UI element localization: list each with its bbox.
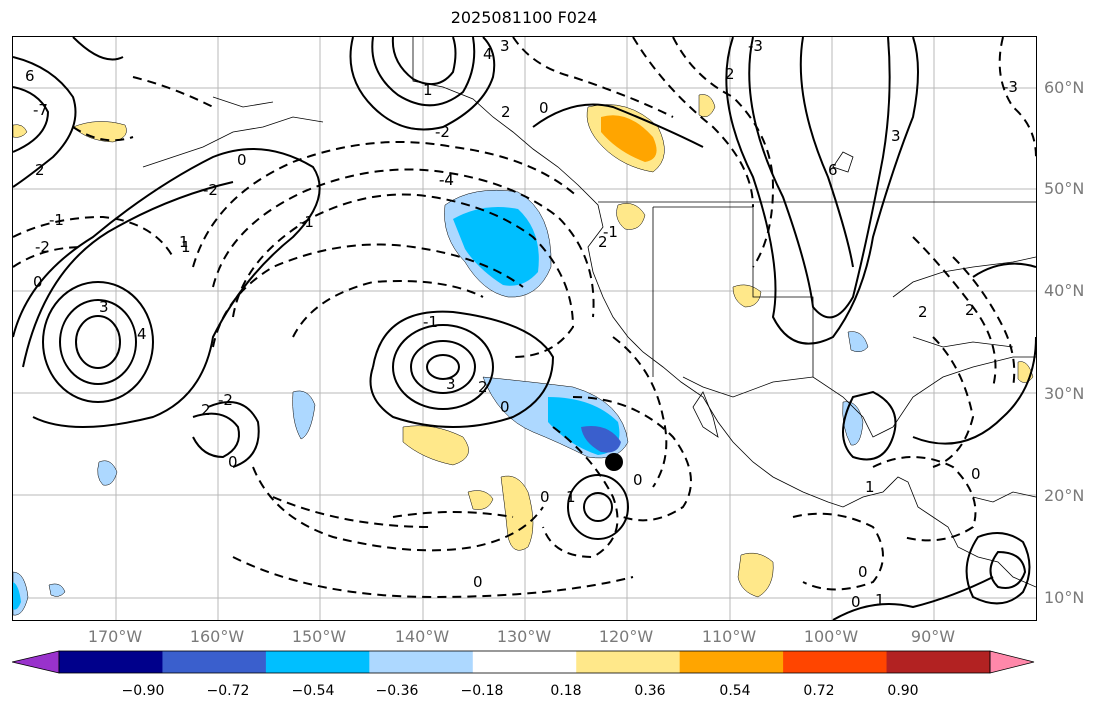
contour-label: -1: [603, 223, 618, 241]
contour-label: 0: [237, 151, 247, 169]
contour-label: 1: [566, 488, 576, 506]
storm-center-marker: [605, 453, 623, 471]
contour-label: 0: [858, 563, 868, 581]
colorbar-segment: [265, 651, 370, 673]
contour-label: -3: [748, 37, 763, 55]
colorbar-tick-label: −0.72: [206, 683, 250, 699]
contour-label: -4: [439, 171, 454, 189]
contour-label: 1: [865, 478, 875, 496]
contour-label: -2: [203, 181, 218, 199]
colorbar-segment: [369, 651, 474, 673]
contour-label: 0: [851, 593, 861, 611]
colorbar-extend-high: [989, 650, 1035, 674]
colorbar-tick-label: 0.36: [634, 683, 666, 699]
contour-label: 3: [500, 37, 510, 55]
lat-label: 60°N: [1044, 78, 1085, 97]
colorbar-extend-low: [12, 650, 60, 674]
colorbar-segment: [783, 651, 888, 673]
contour-label: 2: [598, 233, 608, 251]
map-title: 2025081100 F024: [450, 8, 598, 27]
lat-label: 40°N: [1044, 281, 1085, 300]
contour-label: 1: [181, 238, 191, 256]
lon-label: 90°W: [910, 627, 956, 646]
contour-label: 6: [828, 161, 838, 179]
contour-label: 2: [725, 65, 735, 83]
lat-label: 30°N: [1044, 384, 1085, 403]
colorbar-border: [58, 650, 991, 674]
shaded-anomalies: [13, 94, 1034, 616]
colorbar-segment: [886, 651, 991, 673]
colorbar-tick-label: −0.90: [121, 683, 165, 699]
lon-label: 130°W: [496, 627, 552, 646]
lat-label: 20°N: [1044, 486, 1085, 505]
contour-label: 0: [228, 453, 238, 471]
colorbar-segment: [679, 651, 784, 673]
contour-label: 1: [423, 81, 433, 99]
colorbar-tick-label: 0.18: [550, 683, 582, 699]
contour-label: 4: [137, 325, 147, 343]
lon-label: 140°W: [394, 627, 450, 646]
contour-label: -1: [423, 313, 438, 331]
colorbar-tick-label: 0.54: [719, 683, 751, 699]
contour-label: 2: [201, 401, 211, 419]
contour-label: 0: [971, 465, 981, 483]
colorbar: [12, 650, 1035, 674]
contour-label: -7: [33, 101, 48, 119]
lon-label: 120°W: [598, 627, 654, 646]
coastlines: [142, 37, 1036, 588]
lon-label: 110°W: [701, 627, 757, 646]
contour-label: 2: [965, 301, 975, 319]
contour-label: 0: [539, 99, 549, 117]
contour-label: -2: [435, 123, 450, 141]
contour-label: 3: [891, 127, 901, 145]
dashed-contours: [13, 37, 1036, 599]
colorbar-tick-label: 0.72: [803, 683, 835, 699]
contour-labels: 4 3 2 1 0 -1 -2 -3 -4 6 3 2 1 0 2 3 4 -1…: [25, 37, 1018, 611]
colorbar-tick-label: −0.54: [291, 683, 335, 699]
contour-label: -1: [299, 213, 314, 231]
colorbar-segment: [59, 651, 163, 673]
contour-label: 4: [483, 45, 493, 63]
contour-label: -1: [49, 211, 64, 229]
lon-label: 150°W: [291, 627, 347, 646]
contour-label: 1: [875, 591, 885, 609]
colorbar-segment: [576, 651, 681, 673]
contour-label: -2: [35, 238, 50, 256]
contour-label: 0: [540, 488, 550, 506]
solid-contours: [13, 37, 1036, 620]
colorbar-tick-label: 0.90: [887, 683, 919, 699]
contour-label: 2: [918, 303, 928, 321]
lon-label: 100°W: [803, 627, 859, 646]
contour-label: 0: [500, 398, 510, 416]
contour-label: 3: [446, 375, 456, 393]
contour-label: 0: [473, 573, 483, 591]
colorbar-tick-label: −0.36: [375, 683, 419, 699]
contour-label: 1: [179, 233, 189, 251]
contour-label: 2: [35, 161, 45, 179]
colorbar-segments: [12, 650, 1035, 674]
contour-label: 2: [501, 103, 511, 121]
contour-label: 0: [633, 471, 643, 489]
lon-label: 170°W: [87, 627, 143, 646]
colorbar-tick-label: −0.18: [460, 683, 504, 699]
lat-label: 50°N: [1044, 179, 1085, 198]
contour-label: -4: [439, 171, 454, 189]
map-canvas: 4 3 2 1 0 -1 -2 -3 -4 6 3 2 1 0 2 3 4 -1…: [13, 37, 1036, 620]
contour-label: 6: [25, 67, 35, 85]
colorbar-segment: [162, 651, 267, 673]
map-panel: 4 3 2 1 0 -1 -2 -3 -4 6 3 2 1 0 2 3 4 -1…: [12, 36, 1037, 621]
contour-label: -3: [1003, 78, 1018, 96]
lat-label: 10°N: [1044, 588, 1085, 607]
lon-label: 160°W: [189, 627, 245, 646]
contour-label: 2: [478, 378, 488, 396]
contour-label: -2: [218, 391, 233, 409]
colorbar-segment: [472, 651, 577, 673]
contour-label: 0: [33, 273, 43, 291]
contour-label: 3: [99, 298, 109, 316]
